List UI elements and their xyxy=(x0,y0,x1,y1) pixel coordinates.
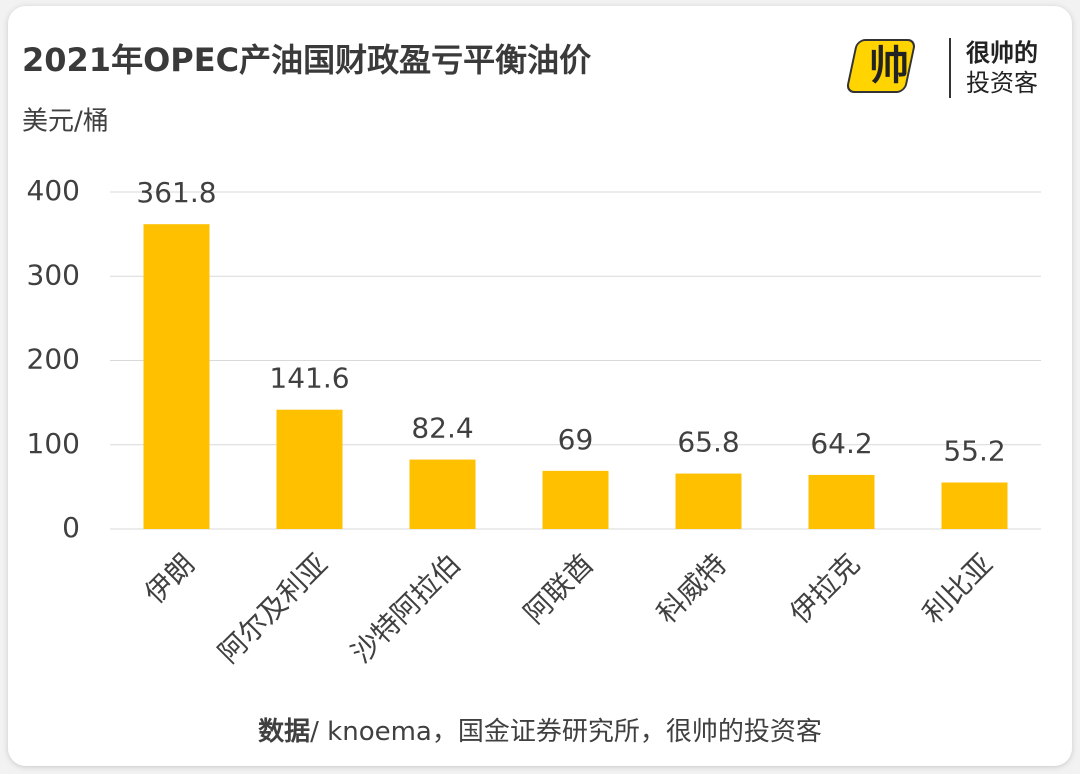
source-text: / knoema，国金证券研究所，很帅的投资客 xyxy=(310,717,822,747)
source: 数据/ knoema，国金证券研究所，很帅的投资客 xyxy=(258,717,822,747)
y-tick-label: 100 xyxy=(27,427,80,460)
bar xyxy=(675,473,742,529)
chart-title: 2021年OPEC产油国财政盈亏平衡油价 xyxy=(22,41,591,79)
bar xyxy=(409,459,476,529)
bar xyxy=(808,474,875,529)
logo-text: 很帅的 xyxy=(966,39,1038,67)
logo-badge xyxy=(846,39,915,93)
value-label: 55.2 xyxy=(943,434,1005,467)
value-label: 69 xyxy=(558,423,594,456)
logo-mark: 帅 xyxy=(869,43,909,89)
value-label: 141.6 xyxy=(269,362,349,395)
value-label: 64.2 xyxy=(810,427,872,460)
source-label: 数据 xyxy=(258,717,310,747)
card xyxy=(8,6,1072,766)
logo: 帅 很帅的 投资客 xyxy=(846,38,1038,98)
bar xyxy=(941,482,1008,529)
bar xyxy=(276,409,343,529)
value-label: 65.8 xyxy=(677,426,739,459)
y-tick-label: 0 xyxy=(62,511,80,544)
logo-text: 投资客 xyxy=(966,69,1038,97)
value-label: 361.8 xyxy=(136,176,216,209)
y-tick-label: 200 xyxy=(27,343,80,376)
value-label: 82.4 xyxy=(411,412,473,445)
y-tick-label: 400 xyxy=(27,174,80,207)
y-axis-label: 美元/桶 xyxy=(22,107,109,137)
bar xyxy=(143,224,210,529)
bar xyxy=(542,470,609,529)
y-tick-label: 300 xyxy=(27,258,80,291)
